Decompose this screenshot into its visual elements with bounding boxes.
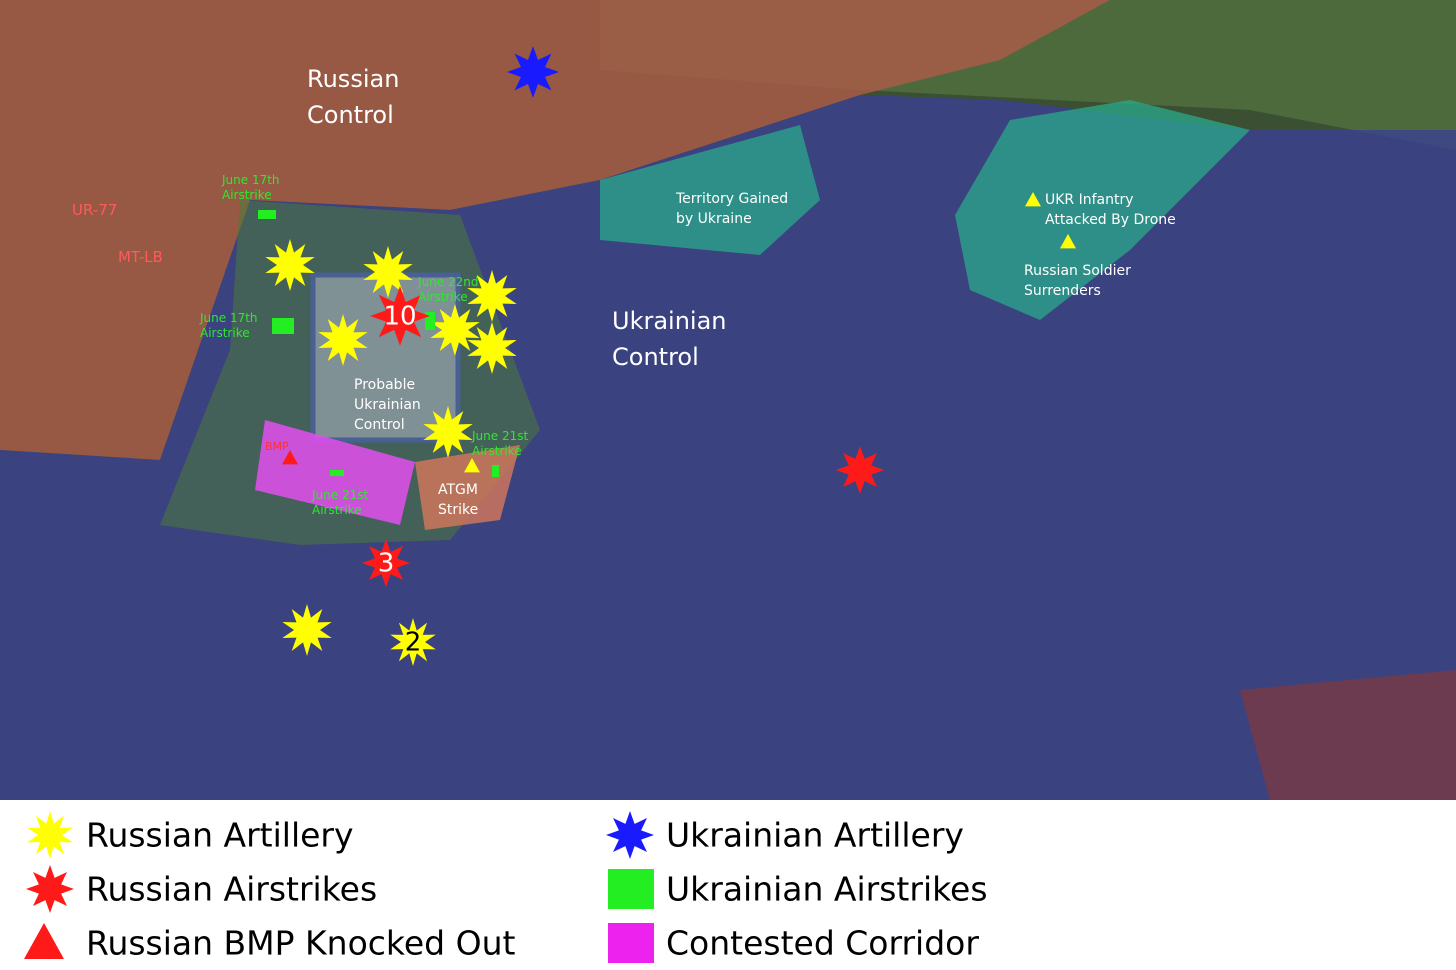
- triangle-marker: [24, 923, 64, 959]
- russian-artillery: [467, 270, 517, 322]
- legend-label: Russian Artillery: [86, 816, 354, 855]
- numbered-marker: [390, 618, 436, 666]
- label-line: Russian Soldier: [1024, 263, 1131, 279]
- ukrainian-airstrike: [425, 312, 435, 330]
- marker-number: 2: [405, 628, 422, 658]
- label-line: Strike: [438, 502, 478, 518]
- map-label: UKR Infantry Attacked By Drone: [1045, 192, 1176, 228]
- label-line: Territory Gained: [675, 191, 788, 207]
- russian-artillery: [467, 322, 517, 374]
- map-label: Ukrainian Control: [612, 307, 727, 371]
- legend-symbol: [608, 923, 654, 963]
- russian-artillery: [430, 304, 480, 356]
- label-line: Control: [354, 417, 405, 433]
- label-line: Attacked By Drone: [1045, 212, 1176, 228]
- label-line: Airstrike: [312, 503, 362, 517]
- numbered-marker: [370, 286, 430, 346]
- label-line: Surrenders: [1024, 283, 1101, 299]
- label-line: MT-LB: [118, 248, 163, 266]
- map-label: June 17th Airstrike: [199, 311, 258, 340]
- russian-airstrike: [836, 446, 884, 494]
- label-line: June 21st: [471, 429, 528, 443]
- label-line: Probable: [354, 377, 415, 393]
- label-line: June 21st: [311, 488, 368, 502]
- map-label: UR-77: [72, 201, 117, 219]
- map-label: June 21st Airstrike: [471, 429, 528, 458]
- map-label: Territory Gained by Ukraine: [675, 191, 788, 227]
- label-line: June 22nd: [417, 275, 478, 289]
- map-label: June 17th Airstrike: [221, 173, 280, 202]
- map-label: June 22nd Airstrike: [417, 275, 478, 304]
- territory-gained: [955, 100, 1250, 320]
- map-label: Probable Ukrainian Control: [354, 377, 421, 433]
- map-label: BMP: [265, 440, 289, 453]
- map-label: June 21st Airstrike: [311, 488, 368, 517]
- label-line: Ukrainian: [612, 307, 727, 335]
- map-label: Russian Control: [307, 65, 399, 129]
- label-line: Russian: [307, 65, 399, 93]
- legend-label: Ukrainian Artillery: [666, 816, 964, 855]
- legend-symbol: [27, 811, 73, 859]
- legend-label: Russian Airstrikes: [86, 870, 377, 909]
- label-line: BMP: [265, 440, 289, 453]
- field: [1240, 670, 1456, 800]
- label-line: Airstrike: [200, 326, 250, 340]
- label-line: Airstrike: [472, 444, 522, 458]
- label-line: Airstrike: [418, 290, 468, 304]
- marker-number: 10: [383, 302, 416, 332]
- label-line: Control: [307, 101, 394, 129]
- ukrainian-artillery: [507, 46, 559, 98]
- triangle-marker: [282, 450, 298, 465]
- ukrainian-airstrike: [492, 465, 499, 477]
- ukrainian-airstrike: [330, 470, 344, 476]
- russian-zone: [0, 0, 1110, 460]
- map-label: Russian Soldier Surrenders: [1024, 263, 1131, 299]
- russian-artillery: [282, 604, 332, 656]
- legend-symbol: [606, 811, 654, 859]
- map-label: MT-LB: [118, 248, 163, 266]
- label-line: by Ukraine: [676, 211, 752, 227]
- ukrainian-airstrike: [258, 210, 276, 219]
- label-line: UKR Infantry: [1045, 192, 1134, 208]
- triangle-marker: [1025, 192, 1041, 207]
- label-line: Ukrainian: [354, 397, 421, 413]
- legend-symbol: [26, 865, 74, 913]
- russian-artillery: [318, 314, 368, 366]
- russian-artillery: [363, 246, 413, 298]
- legend-label: Contested Corridor: [666, 924, 979, 963]
- label-line: June 17th: [221, 173, 280, 187]
- triangle-marker: [464, 458, 480, 473]
- legend-label: Russian BMP Knocked Out: [86, 924, 515, 963]
- numbered-marker: [362, 539, 410, 587]
- label-line: Control: [612, 343, 699, 371]
- legend-symbol: [608, 869, 654, 909]
- legend-label: Ukrainian Airstrikes: [666, 870, 988, 909]
- label-line: ATGM: [438, 482, 478, 498]
- marker-number: 3: [378, 549, 395, 579]
- legend-panel: [0, 800, 1456, 970]
- russian-artillery: [423, 406, 473, 458]
- label-line: Airstrike: [222, 188, 272, 202]
- triangle-marker: [1060, 234, 1076, 249]
- label-line: June 17th: [199, 311, 258, 325]
- russian-artillery: [265, 239, 315, 291]
- territory-gained: [600, 125, 820, 255]
- label-line: UR-77: [72, 201, 117, 219]
- ukrainian-airstrike: [272, 318, 294, 334]
- map-label: ATGM Strike: [438, 482, 478, 518]
